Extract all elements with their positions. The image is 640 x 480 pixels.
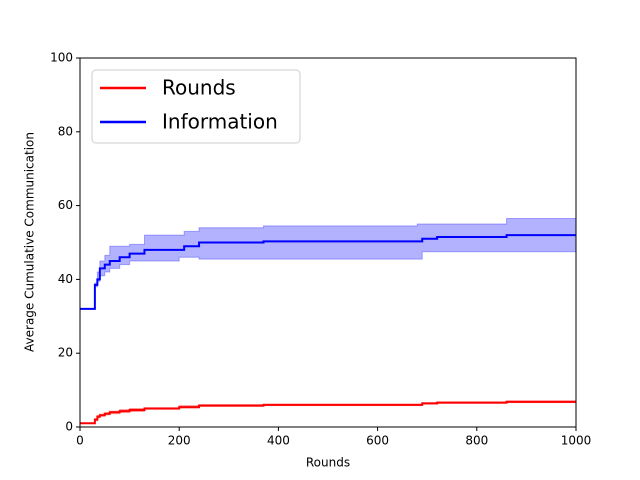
y-tick-label: 20 (58, 346, 73, 360)
plot-area (80, 218, 577, 425)
y-tick-label: 80 (58, 124, 73, 138)
y-tick-label: 60 (58, 198, 73, 212)
y-tick-label: 100 (50, 51, 73, 65)
confidence-band (80, 218, 577, 310)
x-tick-label: 0 (76, 434, 84, 448)
x-tick-label: 200 (168, 434, 191, 448)
y-tick-label: 0 (65, 420, 73, 434)
x-tick-label: 600 (366, 434, 389, 448)
data-line (80, 400, 576, 425)
x-tick-label: 800 (465, 434, 488, 448)
x-tick-label: 400 (267, 434, 290, 448)
axes-frame (79, 57, 577, 428)
data-line (80, 234, 576, 310)
legend-label: Rounds (162, 76, 236, 100)
y-axis-label: Average Cumulative Communication (23, 132, 37, 352)
legend-label: Information (162, 110, 278, 134)
x-tick-label: 1000 (561, 434, 592, 448)
legend: Rounds Information (91, 69, 301, 144)
x-axis-label: Rounds (306, 456, 350, 470)
y-tick-label: 40 (58, 272, 73, 286)
